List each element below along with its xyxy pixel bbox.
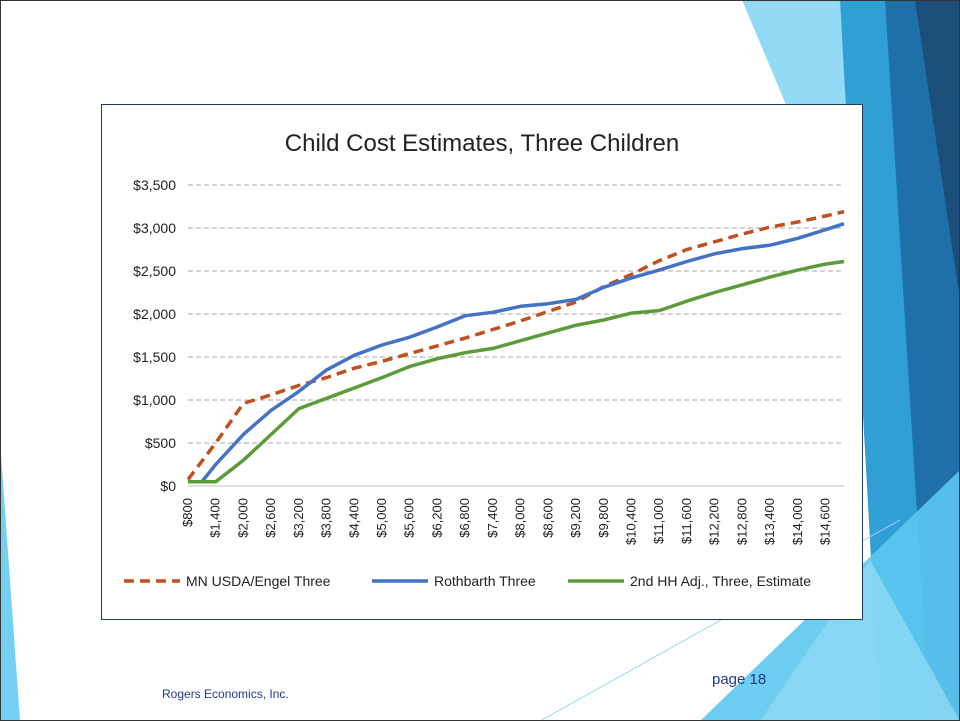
legend-label-2: 2nd HH Adj., Three, Estimate [630, 573, 811, 589]
y-tick-label: $1,000 [133, 392, 176, 408]
x-tick-label: $1,400 [208, 498, 223, 538]
x-tick-label: $11,000 [651, 498, 666, 544]
y-axis-labels: $0 $500 $1,000 $1,500 $2,000 $2,500 $3,000 $3,5… [133, 177, 176, 494]
line-chart: Child Cost Estimates, Three Children $0$… [124, 130, 845, 589]
x-tick-label: $8,600 [540, 498, 555, 538]
y-tick-label: $2,500 [133, 263, 176, 279]
y-tick-label: $1,500 [133, 349, 176, 365]
x-tick-label: $13,400 [762, 498, 777, 545]
x-tick-label: $2,600 [263, 498, 278, 538]
y-tick-label: $500 [145, 435, 176, 451]
legend-label-1: Rothbarth Three [434, 573, 536, 589]
y-tick-label: $2,000 [133, 306, 176, 322]
deco-shape-left-sliver [0, 440, 20, 721]
series-lines [186, 209, 845, 484]
y-tick-label: $3,000 [133, 220, 176, 236]
x-tick-label: $14,000 [790, 498, 805, 545]
series-line-2 [188, 259, 845, 484]
x-tick-label: $3,200 [291, 498, 306, 538]
x-tick-label: $6,800 [457, 498, 472, 538]
y-tick-label: $0 [160, 478, 176, 494]
legend-label-0: MN USDA/Engel Three [186, 573, 331, 589]
x-tick-label: $8,000 [513, 498, 528, 538]
x-tick-label: $7,400 [485, 498, 500, 538]
x-tick-label: $5,000 [374, 498, 389, 538]
deco-shape-light-lower-right [760, 560, 960, 721]
x-tick-label: $800 [180, 498, 195, 527]
series-line-0 [186, 209, 845, 481]
x-tick-label: $9,800 [596, 498, 611, 538]
deco-shape-deep-right [915, 0, 960, 300]
y-tick-label: $3,500 [133, 177, 176, 193]
footer-company: Rogers Economics, Inc. [162, 687, 289, 701]
x-tick-label: $12,800 [734, 498, 749, 545]
page-number: page 18 [712, 671, 767, 688]
x-axis-labels: $800 $1,400 $2,000 $2,600 $3,200 $3,800 $4,400… [180, 498, 833, 545]
x-tick-label: $14,600 [818, 498, 833, 545]
series-line-1 [188, 222, 845, 484]
x-tick-label: $5,600 [402, 498, 417, 538]
x-tick-label: $11,600 [679, 498, 694, 544]
legend: MN USDA/Engel Three Rothbarth Three 2nd HH… [124, 573, 811, 589]
gridlines [188, 184, 844, 487]
x-tick-label: $6,200 [429, 498, 444, 538]
chart-frame: Child Cost Estimates, Three Children $0 $… [101, 104, 863, 620]
x-tick-label: $10,400 [623, 498, 638, 545]
x-tick-label: $4,400 [346, 498, 361, 538]
chart-title: Child Cost Estimates, Three Children [285, 130, 679, 157]
x-tick-label: $12,200 [707, 498, 722, 545]
x-tick-label: $9,200 [568, 498, 583, 538]
x-tick-label: $2,000 [235, 498, 250, 538]
x-tick-label: $3,800 [319, 498, 334, 538]
